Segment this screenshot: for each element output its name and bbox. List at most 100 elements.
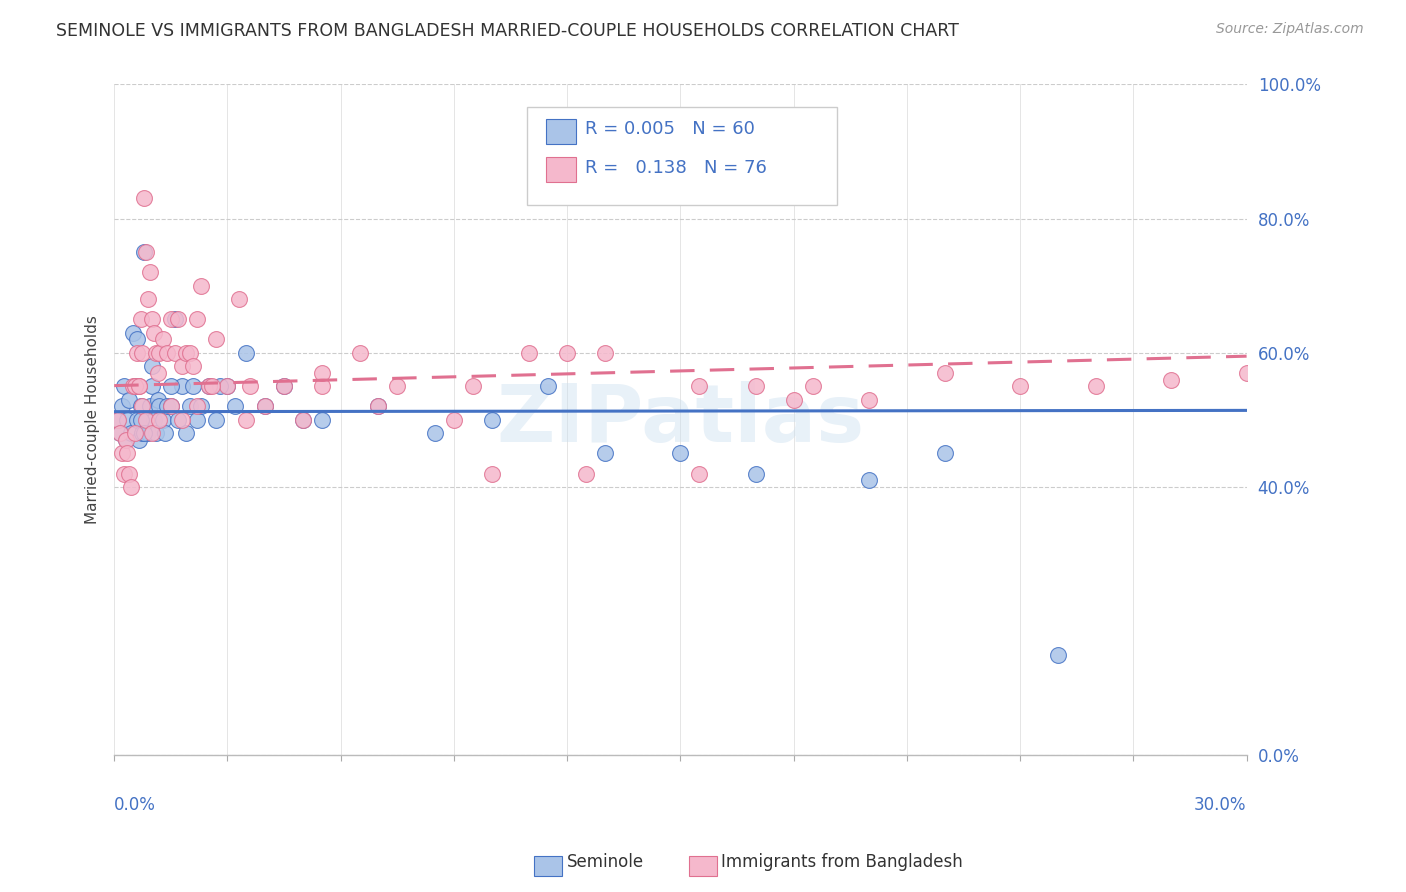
Point [481, 467, 503, 481]
Point [745, 467, 768, 481]
Point [124, 379, 146, 393]
Point [163, 312, 186, 326]
Point [112, 379, 135, 393]
Point [443, 413, 465, 427]
Point [146, 366, 169, 380]
Point [1084, 379, 1107, 393]
Point [108, 426, 131, 441]
Point [1010, 379, 1032, 393]
Point [131, 346, 153, 360]
Point [141, 359, 163, 374]
Point [190, 278, 212, 293]
Point [1160, 373, 1182, 387]
Point [254, 400, 277, 414]
Point [197, 379, 219, 393]
Point [179, 346, 201, 360]
Point [145, 426, 167, 441]
Point [146, 392, 169, 407]
Point [134, 426, 156, 441]
Text: Seminole: Seminole [567, 853, 644, 871]
Point [167, 413, 190, 427]
Point [555, 346, 578, 360]
Point [172, 413, 194, 427]
Text: SEMINOLE VS IMMIGRANTS FROM BANGLADESH MARRIED-COUPLE HOUSEHOLDS CORRELATION CHA: SEMINOLE VS IMMIGRANTS FROM BANGLADESH M… [56, 22, 959, 40]
Point [129, 312, 152, 326]
Point [205, 332, 228, 346]
Point [141, 312, 163, 326]
Point [254, 400, 277, 414]
Point [136, 426, 159, 441]
Point [1236, 366, 1258, 380]
Point [114, 433, 136, 447]
Point [172, 379, 194, 393]
Point [224, 400, 246, 414]
Point [174, 426, 197, 441]
Point [183, 379, 205, 393]
Point [159, 379, 181, 393]
Point [141, 379, 163, 393]
Point [122, 326, 145, 340]
Point [111, 446, 134, 460]
Point [112, 467, 135, 481]
Point [217, 379, 239, 393]
Point [122, 379, 145, 393]
Point [801, 379, 824, 393]
Point [124, 379, 146, 393]
Point [135, 413, 157, 427]
Point [367, 400, 389, 414]
Point [235, 413, 257, 427]
Point [273, 379, 295, 393]
Point [131, 426, 153, 441]
Point [117, 413, 139, 427]
Point [108, 426, 131, 441]
Point [174, 346, 197, 360]
Point [148, 346, 170, 360]
Point [186, 400, 208, 414]
Point [107, 413, 129, 427]
Point [135, 413, 157, 427]
Point [537, 379, 560, 393]
Text: Source: ZipAtlas.com: Source: ZipAtlas.com [1216, 22, 1364, 37]
Point [145, 346, 167, 360]
Point [593, 346, 616, 360]
Point [208, 379, 231, 393]
Point [152, 413, 174, 427]
Point [291, 413, 314, 427]
Point [148, 413, 170, 427]
Point [129, 400, 152, 414]
Point [142, 413, 165, 427]
Point [152, 332, 174, 346]
Point [235, 346, 257, 360]
Text: R = 0.005   N = 60: R = 0.005 N = 60 [585, 120, 755, 138]
Point [197, 379, 219, 393]
Point [311, 413, 333, 427]
Point [858, 392, 880, 407]
Point [311, 379, 333, 393]
Point [148, 400, 170, 414]
Point [167, 312, 190, 326]
Point [153, 426, 176, 441]
Point [190, 400, 212, 414]
Point [1046, 648, 1069, 662]
Point [114, 433, 136, 447]
Point [141, 426, 163, 441]
Point [118, 392, 141, 407]
Point [858, 473, 880, 487]
Point [934, 446, 956, 460]
Point [172, 359, 194, 374]
Point [481, 413, 503, 427]
Point [186, 413, 208, 427]
Point [688, 379, 710, 393]
Point [423, 426, 446, 441]
Point [201, 379, 224, 393]
Point [131, 400, 153, 414]
Point [125, 332, 148, 346]
Point [575, 467, 598, 481]
Point [117, 446, 139, 460]
Point [186, 312, 208, 326]
Point [128, 433, 150, 447]
Point [111, 400, 134, 414]
Point [461, 379, 484, 393]
Point [134, 192, 156, 206]
Point [156, 346, 179, 360]
